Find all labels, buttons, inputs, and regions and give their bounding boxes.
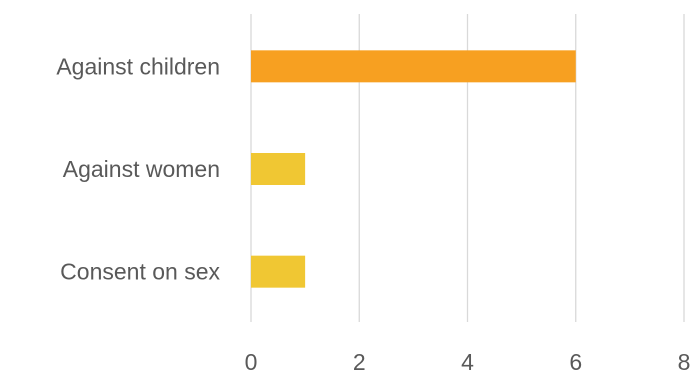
bars	[251, 50, 576, 288]
x-tick-label-0: 0	[245, 349, 258, 375]
bar-consent-on-sex	[251, 255, 306, 288]
category-label-against-children: Against children	[56, 53, 220, 79]
category-label-against-women: Against women	[63, 156, 220, 182]
x-tick-label-2: 2	[353, 349, 366, 375]
bar-against-children	[251, 50, 576, 83]
x-axis-tick-labels: 0 2 4 6 8	[245, 349, 691, 375]
category-label-consent-on-sex: Consent on sex	[60, 259, 220, 285]
x-tick-label-8: 8	[678, 349, 691, 375]
x-tick-label-6: 6	[569, 349, 582, 375]
category-labels: Against children Against women Consent on …	[56, 53, 220, 284]
bar-against-women	[251, 153, 306, 185]
x-tick-label-4: 4	[461, 349, 474, 375]
